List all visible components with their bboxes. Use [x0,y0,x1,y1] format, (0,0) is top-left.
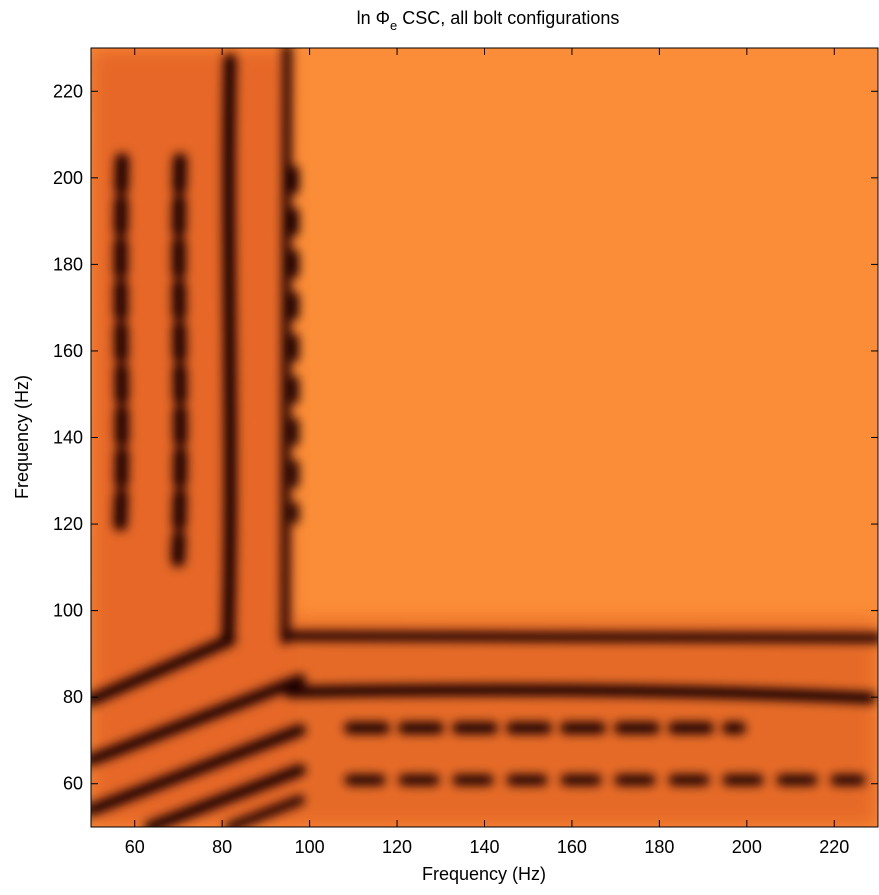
chart-title: ln Φe CSC, all bolt configurations [357,8,620,33]
x-tick-label: 120 [382,837,412,857]
y-tick-label: 60 [63,774,83,794]
y-tick-label: 100 [53,601,83,621]
y-tick-label: 140 [53,428,83,448]
title-rest: CSC, all bolt configurations [397,8,619,28]
x-tick-label: 80 [212,837,232,857]
y-tick-label: 180 [53,254,83,274]
heatmap-image [91,48,878,827]
x-tick-label: 180 [644,837,674,857]
y-tick-label: 120 [53,514,83,534]
y-tick-label: 220 [53,81,83,101]
y-axis-label: Frequency (Hz) [12,375,32,499]
x-tick-label: 200 [732,837,762,857]
y-tick-label: 160 [53,341,83,361]
y-tick-label: 80 [63,687,83,707]
x-tick-label: 220 [819,837,849,857]
title-main: ln Φ [357,8,390,28]
title-subscript: e [390,18,397,33]
x-tick-label: 140 [469,837,499,857]
x-axis-label: Frequency (Hz) [422,864,546,884]
y-tick-label: 200 [53,168,83,188]
x-tick-label: 160 [557,837,587,857]
x-tick-label: 100 [295,837,325,857]
x-tick-label: 60 [125,837,145,857]
